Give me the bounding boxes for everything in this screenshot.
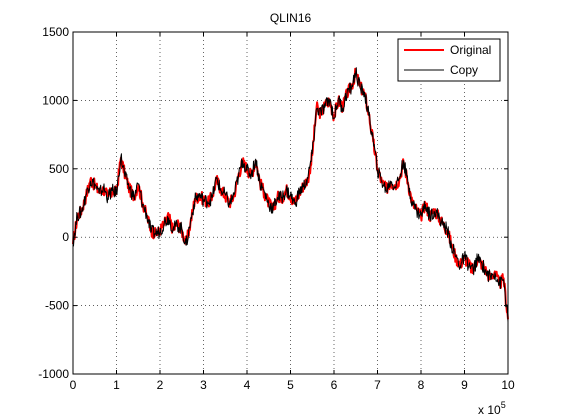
x-multiplier-exponent: 5 xyxy=(501,400,506,410)
x-multiplier-base: x 10 xyxy=(478,403,501,417)
x-tick-label: 10 xyxy=(501,378,515,392)
legend: Original Copy xyxy=(398,39,500,81)
legend-label-original: Original xyxy=(450,43,491,57)
x-tick-label: 8 xyxy=(418,378,425,392)
y-tick-label: 1000 xyxy=(42,93,69,107)
x-tick-label: 2 xyxy=(157,378,164,392)
y-tick-label: -1000 xyxy=(38,367,69,381)
x-tick-label: 9 xyxy=(461,378,468,392)
y-tick-label: 0 xyxy=(62,230,69,244)
x-tick-label: 0 xyxy=(70,378,77,392)
x-tick-label: 4 xyxy=(244,378,251,392)
y-tick-label: 1500 xyxy=(42,25,69,39)
y-tick-label: -500 xyxy=(45,299,69,313)
x-tick-label: 6 xyxy=(331,378,338,392)
x-tick-label: 5 xyxy=(287,378,294,392)
x-tick-label: 3 xyxy=(200,378,207,392)
legend-label-copy: Copy xyxy=(450,63,478,77)
y-tick-label: 500 xyxy=(49,162,69,176)
chart-title: QLIN16 xyxy=(270,11,312,25)
x-tick-label: 7 xyxy=(374,378,381,392)
x-tick-label: 1 xyxy=(113,378,120,392)
